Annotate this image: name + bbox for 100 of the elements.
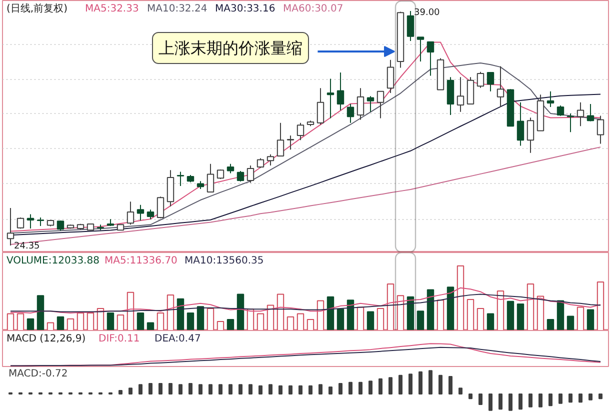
bar — [416, 310, 424, 330]
candlestick — [586, 104, 594, 122]
bar — [496, 290, 504, 330]
candlestick — [406, 10, 414, 42]
bar — [376, 308, 384, 330]
annotation: 上涨末期的价涨量缩 — [158, 38, 302, 58]
bar — [6, 313, 14, 330]
bar — [268, 384, 272, 394]
bar — [178, 384, 182, 394]
bar — [186, 312, 194, 330]
bar — [146, 322, 154, 330]
candlestick — [446, 76, 454, 116]
bar — [236, 294, 244, 330]
bar — [566, 316, 574, 330]
bar — [36, 295, 44, 330]
bar — [228, 384, 232, 394]
bar — [306, 319, 314, 330]
chart-title: (日线,前复权) — [6, 2, 68, 14]
bar — [248, 384, 252, 394]
bar — [556, 300, 564, 330]
bar — [126, 292, 134, 330]
bar — [588, 394, 592, 400]
bar — [76, 312, 84, 330]
bar — [216, 320, 224, 330]
bar — [498, 394, 502, 410]
bar — [118, 390, 122, 394]
candlestick — [286, 135, 294, 150]
bar — [296, 313, 304, 330]
bar — [528, 394, 532, 408]
series-label: DEA:0.47 — [154, 334, 201, 344]
bar — [188, 383, 192, 394]
bar — [408, 374, 412, 394]
candlestick — [376, 90, 384, 119]
bar — [46, 322, 54, 330]
bar — [518, 394, 522, 410]
bar — [436, 300, 444, 330]
bar — [26, 318, 34, 330]
candlestick — [496, 66, 504, 108]
bar — [418, 371, 422, 394]
bar — [328, 386, 332, 394]
candlestick — [246, 164, 254, 184]
bar — [316, 300, 324, 330]
bar — [456, 265, 464, 330]
candlestick — [256, 158, 264, 168]
candlestick — [296, 122, 304, 141]
bar — [106, 312, 114, 330]
bar — [308, 385, 312, 394]
bar — [286, 316, 294, 330]
candlestick — [456, 76, 464, 112]
candlestick — [576, 102, 584, 127]
bar — [238, 384, 242, 394]
chart-title: MACD (12,26,9) — [6, 334, 86, 344]
bar — [446, 286, 454, 330]
bar — [486, 313, 494, 330]
bar — [428, 370, 432, 394]
bar — [56, 316, 64, 330]
bar — [468, 394, 472, 400]
candlestick — [206, 163, 214, 193]
candlestick — [516, 102, 524, 146]
candlestick — [126, 201, 134, 226]
candlestick — [56, 220, 64, 232]
candlestick — [476, 71, 484, 88]
candlestick — [416, 36, 424, 62]
bar — [168, 383, 172, 394]
bar — [516, 303, 524, 330]
bar — [86, 312, 94, 330]
candlestick — [356, 88, 364, 120]
bar — [386, 283, 394, 330]
bar — [358, 382, 362, 394]
candlestick — [526, 117, 534, 154]
bar — [356, 306, 364, 330]
bar — [288, 385, 292, 394]
candlestick — [596, 115, 604, 144]
candlestick — [346, 104, 354, 124]
series-label: MACD:-0.72 — [8, 368, 68, 380]
bar — [116, 314, 124, 330]
bar — [438, 374, 442, 394]
bar — [266, 304, 274, 330]
bar — [176, 298, 184, 330]
candlestick — [226, 163, 234, 174]
bar — [318, 384, 322, 394]
candlestick — [176, 171, 184, 186]
bar — [336, 308, 344, 330]
bar — [96, 308, 104, 330]
bar — [326, 296, 334, 330]
candlestick — [326, 78, 334, 119]
candlestick — [276, 122, 284, 157]
text: MA10:32.24 — [147, 4, 208, 14]
bar — [298, 385, 302, 394]
candlestick — [136, 204, 144, 222]
bar — [596, 282, 604, 330]
bar — [576, 306, 584, 330]
bar — [368, 380, 372, 394]
bar — [396, 295, 404, 330]
bar — [218, 384, 222, 394]
bar — [166, 294, 174, 330]
candlestick — [546, 90, 554, 108]
bar — [198, 384, 202, 394]
bar — [276, 294, 284, 330]
bar — [196, 306, 204, 330]
